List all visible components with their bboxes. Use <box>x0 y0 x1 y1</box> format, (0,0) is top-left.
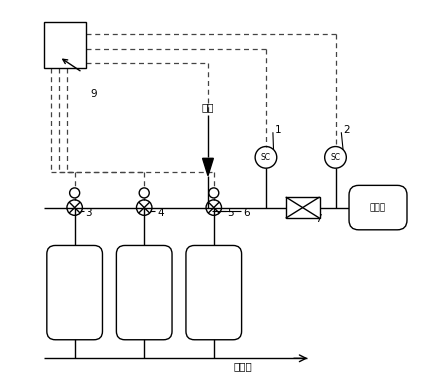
Text: 6: 6 <box>243 209 249 218</box>
FancyBboxPatch shape <box>349 185 407 230</box>
Text: 凝结水: 凝结水 <box>233 361 252 371</box>
Text: SC: SC <box>261 153 271 162</box>
Text: 混床C: 混床C <box>204 288 224 298</box>
Text: 8: 8 <box>361 214 368 224</box>
FancyBboxPatch shape <box>186 245 241 340</box>
Bar <box>286 197 320 218</box>
Text: 混床B: 混床B <box>134 288 154 298</box>
Text: 9: 9 <box>90 89 97 99</box>
Polygon shape <box>202 158 214 176</box>
Text: 1: 1 <box>275 125 281 135</box>
Text: 3: 3 <box>85 209 92 218</box>
Text: 混床A: 混床A <box>65 288 85 298</box>
FancyBboxPatch shape <box>47 245 102 340</box>
Text: 5: 5 <box>228 209 234 218</box>
Text: 7: 7 <box>315 214 322 224</box>
Bar <box>44 22 86 69</box>
FancyBboxPatch shape <box>117 245 172 340</box>
Text: 除氧器: 除氧器 <box>370 203 386 212</box>
Text: 氨水: 氨水 <box>202 102 214 112</box>
Text: SC: SC <box>330 153 341 162</box>
Text: 2: 2 <box>343 125 350 135</box>
Text: 4: 4 <box>157 209 163 218</box>
